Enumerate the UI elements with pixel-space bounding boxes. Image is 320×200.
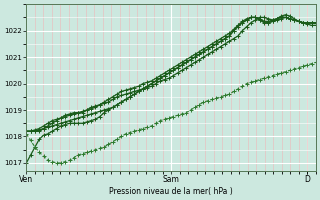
X-axis label: Pression niveau de la mer( hPa ): Pression niveau de la mer( hPa ) <box>109 187 233 196</box>
